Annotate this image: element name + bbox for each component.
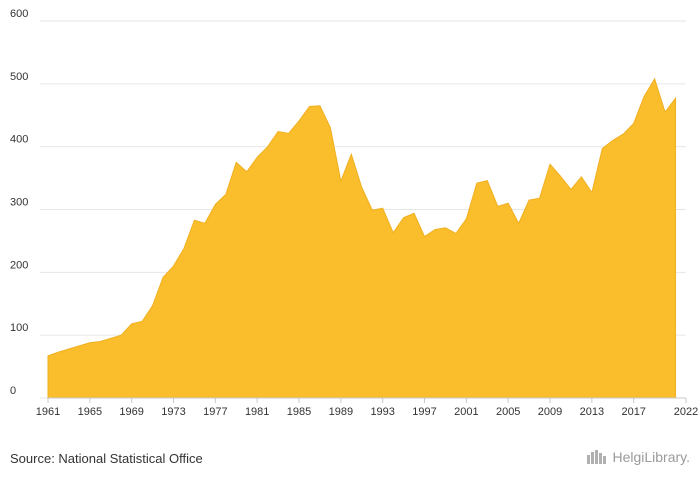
data-area	[45, 76, 679, 399]
data-point[interactable]	[453, 230, 459, 236]
x-tick-label: 1973	[161, 406, 185, 418]
data-point[interactable]	[557, 173, 563, 179]
area-chart: 0 100 200 300 400 500 600 1961 1965 1969 1973 1977…	[10, 8, 698, 418]
data-point[interactable]	[160, 274, 166, 280]
data-point[interactable]	[673, 95, 679, 101]
x-tick-label: 2017	[621, 406, 645, 418]
x-tick-label: 1961	[36, 406, 60, 418]
data-point[interactable]	[568, 186, 574, 192]
data-point[interactable]	[599, 146, 605, 152]
x-tick-label: 1969	[119, 406, 143, 418]
data-point[interactable]	[76, 343, 82, 349]
brand-name: HelgiLibrary.	[612, 449, 690, 465]
data-point[interactable]	[484, 178, 490, 184]
data-point[interactable]	[380, 205, 386, 211]
data-point[interactable]	[610, 137, 616, 143]
data-point[interactable]	[390, 230, 396, 236]
data-point[interactable]	[589, 190, 595, 196]
data-point[interactable]	[66, 346, 72, 352]
x-tick-label: 2001	[454, 406, 478, 418]
x-tick-label: 2022	[674, 406, 698, 418]
data-point[interactable]	[286, 130, 292, 136]
x-tick-label: 1985	[287, 406, 311, 418]
data-point[interactable]	[181, 245, 187, 251]
data-point[interactable]	[578, 174, 584, 180]
y-tick-label: 500	[10, 71, 28, 83]
data-point[interactable]	[662, 109, 668, 115]
data-point[interactable]	[244, 169, 250, 175]
x-tick-label: 1965	[78, 406, 102, 418]
data-point[interactable]	[191, 217, 197, 223]
x-tick-label: 1989	[329, 406, 353, 418]
data-point[interactable]	[275, 129, 281, 135]
x-tick-label: 1993	[370, 406, 394, 418]
data-point[interactable]	[97, 338, 103, 344]
data-point[interactable]	[306, 103, 312, 109]
brand-logo[interactable]: HelgiLibrary.	[586, 449, 690, 465]
data-point[interactable]	[411, 210, 417, 216]
data-point[interactable]	[233, 159, 239, 165]
x-tick-label: 1997	[412, 406, 436, 418]
data-point[interactable]	[526, 197, 532, 203]
data-point[interactable]	[150, 303, 156, 309]
data-point[interactable]	[317, 103, 323, 109]
x-tick-label: 1977	[203, 406, 227, 418]
series-area	[47, 77, 677, 399]
data-point[interactable]	[338, 178, 344, 184]
data-point[interactable]	[474, 180, 480, 186]
x-tick-label: 1981	[245, 406, 269, 418]
data-point[interactable]	[369, 207, 375, 213]
source-note: Source: National Statistical Office	[10, 451, 203, 466]
data-point[interactable]	[348, 151, 354, 157]
data-point[interactable]	[254, 154, 260, 160]
data-point[interactable]	[620, 131, 626, 137]
y-tick-label: 100	[10, 322, 28, 334]
data-point[interactable]	[652, 76, 658, 82]
data-point[interactable]	[296, 118, 302, 124]
library-icon	[587, 450, 607, 464]
y-tick-label: 300	[10, 197, 28, 209]
data-point[interactable]	[108, 335, 114, 341]
data-point[interactable]	[223, 191, 229, 197]
data-point[interactable]	[55, 349, 61, 355]
data-point[interactable]	[327, 125, 333, 131]
data-point[interactable]	[359, 185, 365, 191]
data-point[interactable]	[537, 195, 543, 201]
y-tick-label: 600	[10, 8, 28, 20]
y-tick-label: 400	[10, 134, 28, 146]
data-point[interactable]	[45, 353, 51, 359]
data-point[interactable]	[442, 225, 448, 231]
data-point[interactable]	[641, 93, 647, 99]
data-point[interactable]	[118, 332, 124, 338]
data-point[interactable]	[171, 263, 177, 269]
data-point[interactable]	[401, 215, 407, 221]
x-tick-label: 2013	[580, 406, 604, 418]
data-point[interactable]	[87, 340, 93, 346]
data-point[interactable]	[212, 201, 218, 207]
data-point[interactable]	[265, 144, 271, 150]
data-point[interactable]	[516, 220, 522, 226]
data-point[interactable]	[422, 234, 428, 240]
y-tick-label: 200	[10, 259, 28, 271]
data-point[interactable]	[432, 227, 438, 233]
data-point[interactable]	[463, 216, 469, 222]
x-tick-label: 2009	[538, 406, 562, 418]
data-point[interactable]	[631, 120, 637, 126]
data-point[interactable]	[129, 321, 135, 327]
data-point[interactable]	[547, 161, 553, 167]
data-point[interactable]	[139, 318, 145, 324]
data-point[interactable]	[505, 200, 511, 206]
x-tick-label: 2005	[496, 406, 520, 418]
x-axis: 1961 1965 1969 1973 1977 1981 1985 1989 1993 1997…	[36, 397, 698, 418]
data-point[interactable]	[202, 220, 208, 226]
y-tick-label: 0	[10, 385, 16, 397]
data-point[interactable]	[495, 203, 501, 209]
y-axis-labels: 0 100 200 300 400 500 600	[10, 8, 28, 397]
